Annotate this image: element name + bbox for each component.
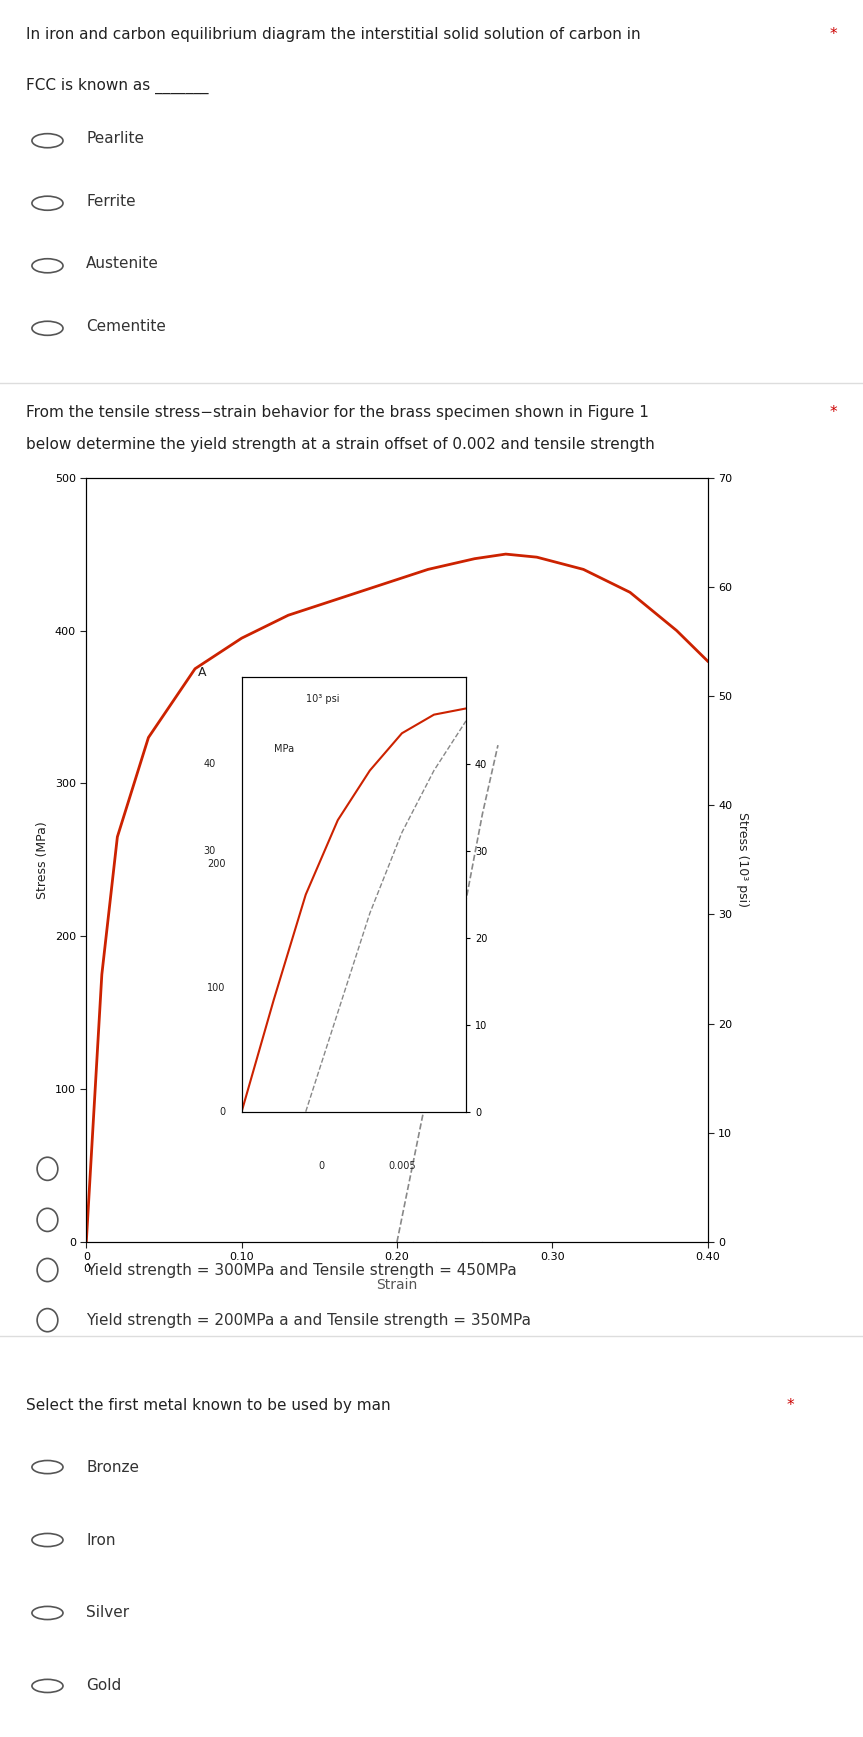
Text: *: * <box>829 405 837 420</box>
Text: 10³ psi: 10³ psi <box>306 695 339 703</box>
Text: 0: 0 <box>318 1162 324 1171</box>
Text: Select the first metal known to be used by man: Select the first metal known to be used … <box>26 1398 391 1412</box>
Text: Austenite: Austenite <box>86 257 159 271</box>
Text: Pearlite: Pearlite <box>86 132 144 146</box>
Text: Ferrite: Ferrite <box>86 195 136 208</box>
Text: Yield strength = 250MPa and Tensile strength = 450MPa: Yield strength = 250MPa and Tensile stre… <box>86 1212 517 1228</box>
Text: 100: 100 <box>207 983 225 992</box>
Text: *: * <box>787 1398 795 1412</box>
Text: 30: 30 <box>204 846 216 856</box>
Text: Silver: Silver <box>86 1605 129 1621</box>
Text: Cementite: Cementite <box>86 320 167 334</box>
X-axis label: Strain: Strain <box>376 1278 418 1292</box>
Text: 40: 40 <box>204 759 216 769</box>
Text: Iron: Iron <box>86 1532 116 1548</box>
Text: 200: 200 <box>207 858 225 868</box>
Text: Bronze: Bronze <box>86 1459 139 1475</box>
Text: FCC is known as _______: FCC is known as _______ <box>26 78 208 94</box>
Y-axis label: Stress (MPa): Stress (MPa) <box>36 822 49 898</box>
Text: Yield strength = 200MPa a and Tensile strength = 350MPa: Yield strength = 200MPa a and Tensile st… <box>86 1313 532 1327</box>
Text: *: * <box>829 28 837 42</box>
Text: A: A <box>198 667 206 679</box>
Y-axis label: Stress (10³ psi): Stress (10³ psi) <box>736 813 749 907</box>
Text: below determine the yield strength at a strain offset of 0.002 and tensile stren: below determine the yield strength at a … <box>26 438 655 452</box>
Text: In iron and carbon equilibrium diagram the interstitial solid solution of carbon: In iron and carbon equilibrium diagram t… <box>26 28 640 42</box>
Text: 0.005: 0.005 <box>388 1162 416 1171</box>
Text: MPa: MPa <box>274 743 293 754</box>
Text: 0: 0 <box>219 1106 225 1117</box>
Text: Gold: Gold <box>86 1678 122 1694</box>
Text: Yield strength = 350MPa and Tensile strength = 400MPa: Yield strength = 350MPa and Tensile stre… <box>86 1162 517 1176</box>
Text: Yield strength = 300MPa and Tensile strength = 450MPa: Yield strength = 300MPa and Tensile stre… <box>86 1263 517 1277</box>
Text: From the tensile stress−strain behavior for the brass specimen shown in Figure 1: From the tensile stress−strain behavior … <box>26 405 649 420</box>
